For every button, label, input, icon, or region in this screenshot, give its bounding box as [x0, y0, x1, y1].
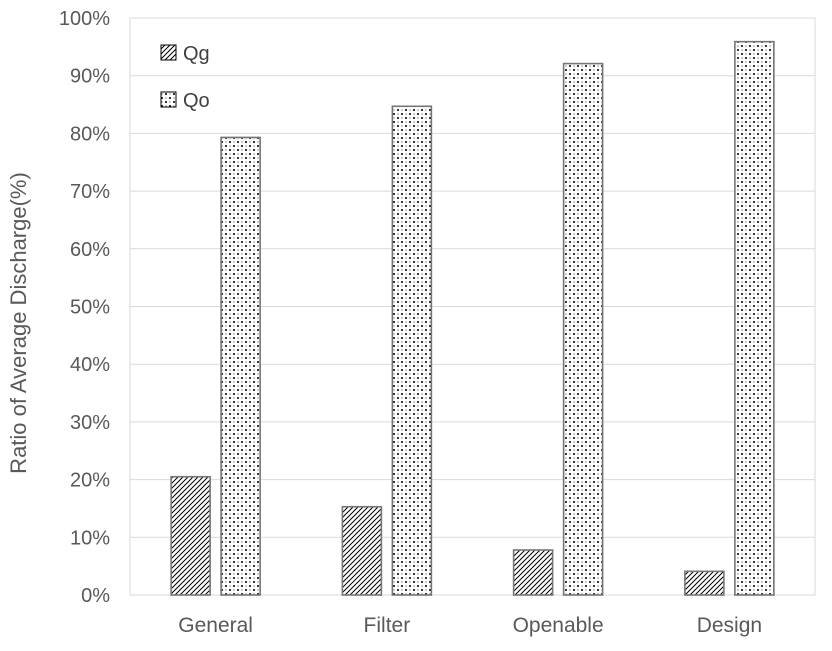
- bar-qg-design: [684, 570, 725, 596]
- x-category-label: Openable: [513, 614, 604, 637]
- bar-qg-general: [170, 475, 211, 596]
- x-category-label: General: [178, 614, 253, 637]
- y-tick-label: 30%: [70, 412, 110, 434]
- x-category-label: Design: [697, 614, 762, 637]
- y-tick-label: 0%: [81, 585, 110, 607]
- legend-swatch-qg-icon: [160, 44, 177, 61]
- y-tick-label: 10%: [70, 527, 110, 549]
- legend-label-qo: Qo: [183, 90, 210, 112]
- y-tick-label: 80%: [70, 123, 110, 145]
- bar-qo-general: [220, 136, 261, 596]
- legend: Qg Qo: [160, 43, 210, 112]
- bar-qg-openable: [512, 549, 554, 596]
- legend-swatch-qo-icon: [160, 91, 177, 108]
- y-axis-title: Ratio of Average Discharge(%): [6, 172, 31, 474]
- y-tick-label: 100%: [59, 8, 110, 30]
- legend-label-qg: Qg: [183, 43, 210, 65]
- y-tick-label: 90%: [70, 66, 110, 88]
- y-tick-label: 50%: [70, 297, 110, 319]
- bar-qo-openable: [562, 62, 604, 596]
- y-tick-label: 40%: [70, 354, 110, 376]
- bar-qg-filter: [341, 505, 383, 596]
- bar-qo-filter: [391, 105, 433, 596]
- y-tick-label: 20%: [70, 470, 110, 492]
- y-tick-label: 70%: [70, 181, 110, 203]
- y-tick-label: 60%: [70, 239, 110, 261]
- bar-qo-design: [734, 40, 775, 596]
- plot-area: 0% 10% 20% 30% 40% 50% 60% 70% 80% 90% 100% General…: [59, 8, 816, 637]
- x-category-label: Filter: [364, 614, 411, 637]
- plot-border: [129, 17, 816, 596]
